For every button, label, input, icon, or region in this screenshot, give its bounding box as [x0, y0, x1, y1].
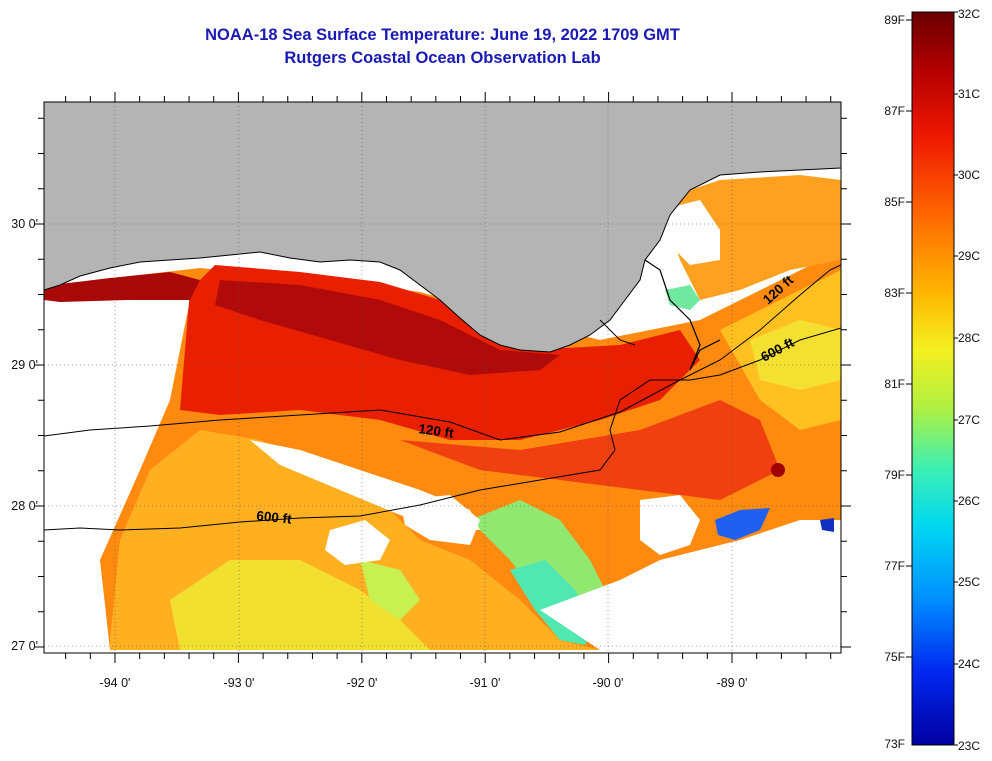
cb-f-label: 87F [884, 104, 905, 118]
lat-axis: 30 0' 29 0' 28 0' 27 0' [11, 217, 38, 653]
contour-label-120-west: 120 ft [418, 421, 456, 441]
cb-c-label: 32C [958, 7, 980, 21]
cb-c-label: 31C [958, 87, 980, 101]
cb-c-label: 26C [958, 494, 980, 508]
lon-axis: -94 0' -93 0' -92 0' -91 0' -90 0' -89 0… [100, 676, 748, 690]
lon-label: -93 0' [224, 676, 255, 690]
lat-label: 29 0' [11, 358, 38, 372]
contour-120ft [44, 264, 841, 441]
cb-c-label: 28C [958, 331, 980, 345]
map-title: NOAA-18 Sea Surface Temperature: June 19… [205, 26, 680, 44]
cb-f-label: 89F [884, 13, 905, 27]
cb-f-label: 77F [884, 559, 905, 573]
cb-c-label: 29C [958, 249, 980, 263]
sst-overlay [44, 175, 841, 653]
lat-label: 28 0' [11, 499, 38, 513]
lon-label: -92 0' [347, 676, 378, 690]
contour-label-600-west: 600 ft [256, 508, 293, 527]
lon-label: -91 0' [470, 676, 501, 690]
lat-label: 30 0' [11, 217, 38, 231]
colorbar-fahrenheit-labels: 89F 87F 85F 83F 81F 79F 77F 75F 73F [884, 13, 905, 751]
lat-label: 27 0' [11, 639, 38, 653]
cb-c-label: 24C [958, 657, 980, 671]
axis-ticks [34, 92, 851, 663]
lon-label: -89 0' [717, 676, 748, 690]
cb-f-label: 83F [884, 286, 905, 300]
cb-f-label: 73F [884, 737, 905, 751]
cb-c-label: 25C [958, 575, 980, 589]
colorbar: 89F 87F 85F 83F 81F 79F 77F 75F 73F 32C … [884, 7, 980, 753]
map-subtitle: Rutgers Coastal Ocean Observation Lab [284, 49, 601, 67]
graticule [44, 102, 841, 653]
lon-label: -94 0' [100, 676, 131, 690]
cb-c-label: 27C [958, 413, 980, 427]
lon-label: -90 0' [593, 676, 624, 690]
contour-600ft [44, 327, 841, 531]
map-frame [43, 101, 842, 654]
land-mass [44, 102, 841, 353]
cb-c-label: 30C [958, 168, 980, 182]
cb-f-label: 81F [884, 377, 905, 391]
colorbar-gradient [911, 11, 955, 746]
cb-f-label: 75F [884, 650, 905, 664]
colorbar-celsius-labels: 32C 31C 30C 29C 28C 27C 26C 25C 24C 23C [958, 7, 980, 753]
map-area: 120 ft 120 ft 600 ft 600 ft [44, 102, 841, 653]
cb-f-label: 79F [884, 468, 905, 482]
cb-f-label: 85F [884, 195, 905, 209]
cb-c-label: 23C [958, 739, 980, 753]
